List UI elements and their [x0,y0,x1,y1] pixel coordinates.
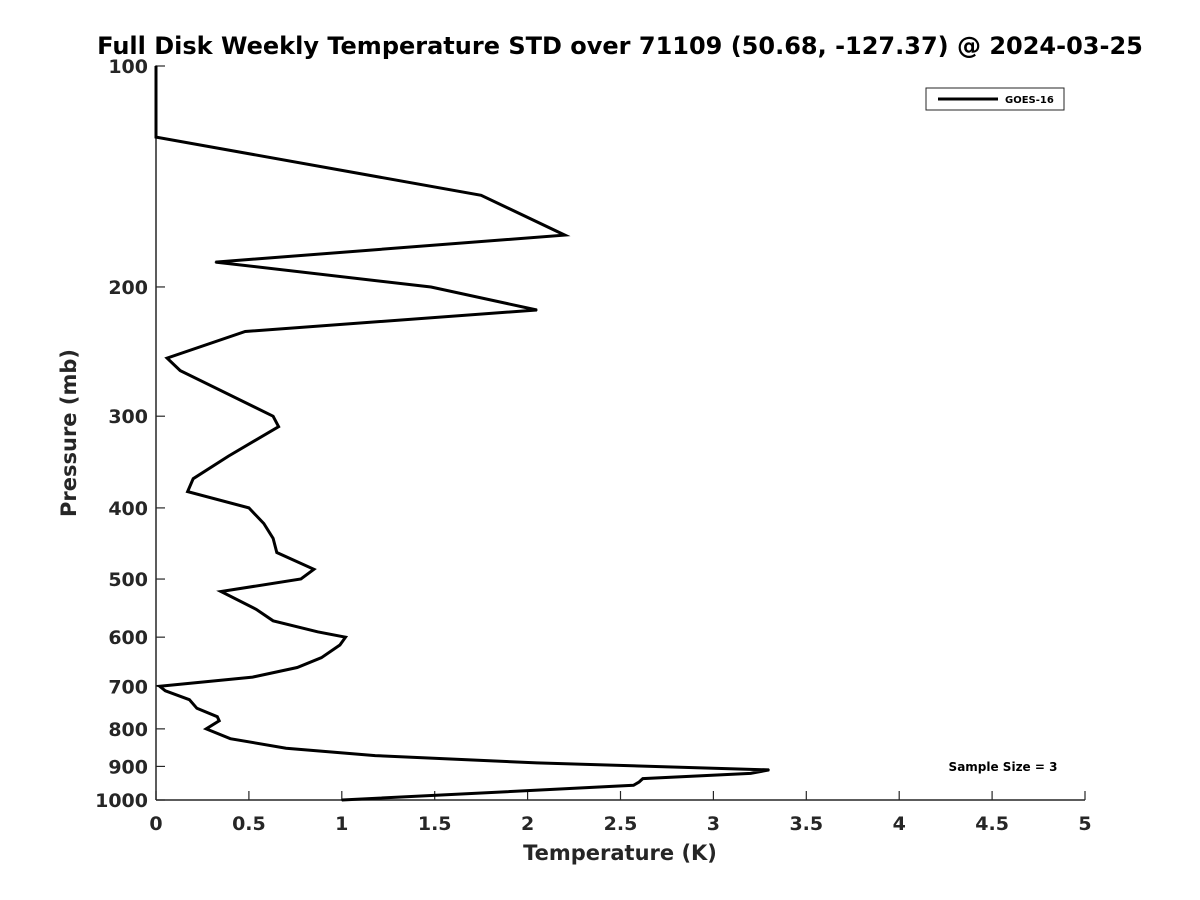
data-point [749,772,752,775]
sample-size-annotation: Sample Size = 3 [949,760,1058,774]
y-tick-label: 900 [108,756,148,778]
data-point [272,415,274,418]
data-point [244,330,246,333]
data-point [768,769,770,771]
data-point [205,728,207,730]
y-tick-label: 300 [108,406,148,428]
data-point [374,754,377,757]
x-tick-label: 2.5 [604,813,638,835]
data-point [214,261,217,263]
y-axis-label: Pressure (mb) [57,349,81,517]
x-tick-label: 3 [707,813,720,835]
data-point [229,737,232,740]
data-point [564,234,566,236]
legend-label-goes-16: GOES-16 [1005,95,1054,106]
data-point [430,286,432,288]
y-tick-label: 700 [108,676,148,698]
data-point [164,690,167,692]
x-axis-label: Temperature (K) [523,841,717,865]
data-point [536,309,538,311]
data-point [277,425,280,428]
x-tick-label: 0 [149,813,162,835]
data-point [188,698,191,701]
data-point [251,676,254,678]
data-point [155,136,157,138]
data-point [196,707,198,710]
x-tick-label: 0.5 [232,813,266,835]
data-point [276,551,278,554]
data-point [155,65,157,67]
y-tick-label: 200 [108,277,148,299]
data-point [255,608,258,611]
data-point [480,194,482,197]
data-point [272,537,274,540]
data-point [300,578,302,580]
data-point [316,631,319,633]
data-point [632,784,635,787]
legend: GOES-16 [925,87,1065,111]
data-point [263,522,265,525]
data-point [344,636,347,638]
x-ticks: 0 0.5 1 1.5 2 2.5 3 3.5 4 4.5 5 [149,791,1092,835]
data-point [320,656,323,659]
y-tick-label: 600 [108,627,148,649]
x-tick-label: 4.5 [975,813,1009,835]
series-layer [154,65,770,802]
data-point [220,590,222,593]
x-tick-label: 1 [335,813,348,835]
data-point [341,799,343,801]
x-tick-label: 4 [893,813,906,835]
y-ticks: 100 200 300 400 500 600 700 800 900 1000 [95,56,165,812]
y-tick-label: 800 [108,719,148,741]
data-point [227,455,230,457]
chart-title: Full Disk Weekly Temperature STD over 71… [97,32,1143,60]
y-tick-label: 1000 [95,790,148,812]
data-point [248,507,250,509]
data-point [296,666,299,669]
x-tick-label: 2 [521,813,534,835]
data-point [158,685,161,688]
y-tick-label: 100 [108,56,148,78]
data-point [216,715,219,718]
data-point [218,720,220,722]
data-point [186,490,189,493]
x-tick-label: 5 [1078,813,1091,835]
data-point [192,477,194,480]
data-point [313,568,315,571]
data-point [638,781,640,783]
y-tick-label: 500 [108,569,148,591]
y-tick-label: 400 [108,498,148,520]
data-point [285,747,287,749]
data-point [179,369,181,372]
x-tick-label: 1.5 [418,813,452,835]
data-point [339,644,341,646]
data-point [166,357,168,359]
data-point [536,762,538,764]
data-point [642,777,644,780]
x-tick-label: 3.5 [789,813,823,835]
data-point [272,620,274,622]
